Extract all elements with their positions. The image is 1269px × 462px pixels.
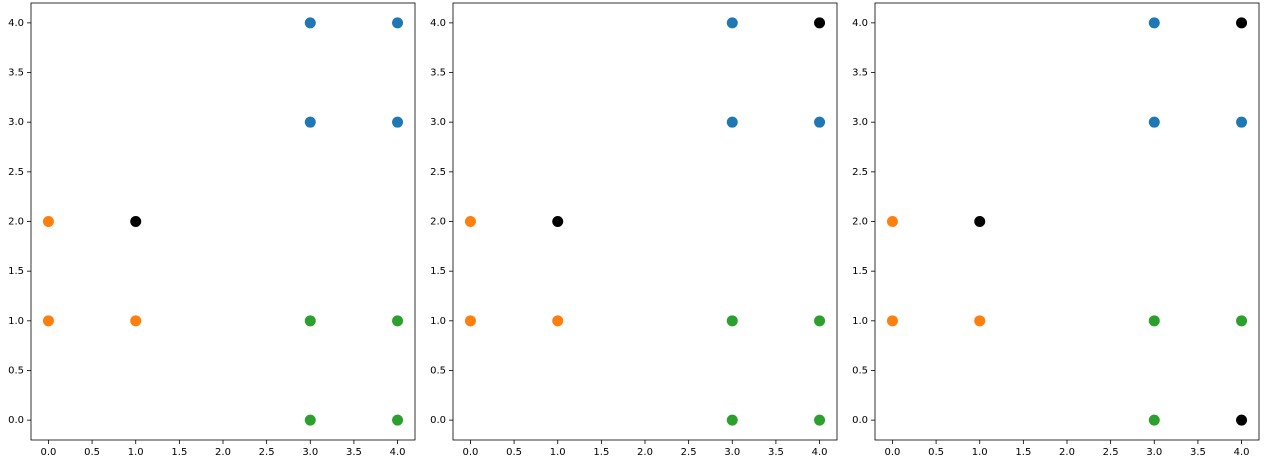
- x-tick-label: 1.0: [972, 447, 988, 458]
- point: [304, 17, 316, 29]
- point: [1236, 315, 1248, 327]
- y-tick-label: 0.0: [852, 415, 868, 426]
- point: [392, 17, 404, 29]
- point: [130, 216, 142, 227]
- point: [1236, 414, 1248, 426]
- x-tick-label: 2.5: [259, 447, 275, 458]
- x-tick-label: 0.0: [41, 447, 57, 458]
- y-tick-label: 4.0: [8, 18, 24, 29]
- point: [304, 315, 316, 327]
- x-tick-label: 4.0: [812, 447, 828, 458]
- point: [726, 17, 738, 29]
- x-tick-label: 3.0: [1146, 447, 1162, 458]
- y-tick-label: 1.5: [8, 266, 24, 277]
- y-tick-label: 0.5: [852, 365, 868, 376]
- x-tick-label: 2.0: [215, 447, 231, 458]
- x-tick-label: 3.5: [346, 447, 362, 458]
- y-tick-label: 3.5: [430, 68, 446, 79]
- point: [814, 315, 826, 327]
- x-tick-label: 0.5: [928, 447, 944, 458]
- point: [464, 315, 476, 327]
- y-tick-label: 2.0: [852, 217, 868, 228]
- x-tick-label: 3.0: [724, 447, 740, 458]
- point: [726, 414, 738, 426]
- x-tick-label: 0.0: [885, 447, 901, 458]
- x-tick-label: 2.5: [681, 447, 697, 458]
- x-tick-label: 1.0: [550, 447, 566, 458]
- point: [1148, 17, 1160, 29]
- x-tick-label: 4.0: [390, 447, 406, 458]
- x-tick-label: 1.5: [171, 447, 187, 458]
- y-tick-label: 3.5: [852, 68, 868, 79]
- x-tick-label: 3.0: [302, 447, 318, 458]
- x-tick-label: 0.5: [84, 447, 100, 458]
- x-tick-label: 4.0: [1234, 447, 1250, 458]
- point: [42, 216, 54, 227]
- x-tick-label: 3.5: [1190, 447, 1206, 458]
- point: [1148, 414, 1160, 426]
- point: [1236, 116, 1248, 128]
- point: [814, 414, 826, 426]
- point: [392, 315, 404, 327]
- y-tick-label: 3.5: [8, 68, 24, 79]
- y-tick-label: 1.5: [852, 266, 868, 277]
- point: [392, 414, 404, 426]
- point: [1148, 315, 1160, 327]
- point: [886, 216, 898, 227]
- point: [974, 315, 986, 327]
- point: [1236, 17, 1248, 29]
- x-tick-label: 3.5: [768, 447, 784, 458]
- point: [552, 315, 564, 327]
- point: [464, 216, 476, 227]
- y-tick-label: 1.0: [430, 316, 446, 327]
- y-tick-label: 4.0: [430, 18, 446, 29]
- y-tick-label: 3.0: [852, 117, 868, 128]
- y-tick-label: 4.0: [852, 18, 868, 29]
- point: [392, 116, 404, 128]
- y-tick-label: 2.5: [852, 167, 868, 178]
- point: [130, 315, 142, 327]
- y-tick-label: 1.0: [8, 316, 24, 327]
- x-tick-label: 2.0: [1059, 447, 1075, 458]
- y-tick-label: 0.0: [8, 415, 24, 426]
- x-tick-label: 0.5: [506, 447, 522, 458]
- y-tick-label: 0.0: [430, 415, 446, 426]
- x-tick-label: 1.0: [128, 447, 144, 458]
- point: [552, 216, 564, 227]
- point: [974, 216, 986, 227]
- point: [726, 315, 738, 327]
- point: [814, 116, 826, 128]
- plot-area: [452, 2, 838, 441]
- point: [814, 17, 826, 29]
- y-tick-label: 2.0: [8, 217, 24, 228]
- point: [726, 116, 738, 128]
- y-tick-label: 2.0: [430, 217, 446, 228]
- x-tick-label: 2.5: [1103, 447, 1119, 458]
- plot-area: [30, 2, 416, 441]
- y-tick-label: 0.5: [430, 365, 446, 376]
- y-tick-label: 2.5: [430, 167, 446, 178]
- point: [886, 315, 898, 327]
- point: [42, 315, 54, 327]
- y-tick-label: 2.5: [8, 167, 24, 178]
- x-tick-label: 1.5: [593, 447, 609, 458]
- point: [1148, 116, 1160, 128]
- y-tick-label: 0.5: [8, 365, 24, 376]
- y-tick-label: 3.0: [430, 117, 446, 128]
- point: [304, 116, 316, 128]
- x-tick-label: 1.5: [1015, 447, 1031, 458]
- y-tick-label: 1.5: [430, 266, 446, 277]
- x-tick-label: 2.0: [637, 447, 653, 458]
- plot-area: [874, 2, 1260, 441]
- x-tick-label: 0.0: [463, 447, 479, 458]
- y-tick-label: 1.0: [852, 316, 868, 327]
- point: [304, 414, 316, 426]
- y-tick-label: 3.0: [8, 117, 24, 128]
